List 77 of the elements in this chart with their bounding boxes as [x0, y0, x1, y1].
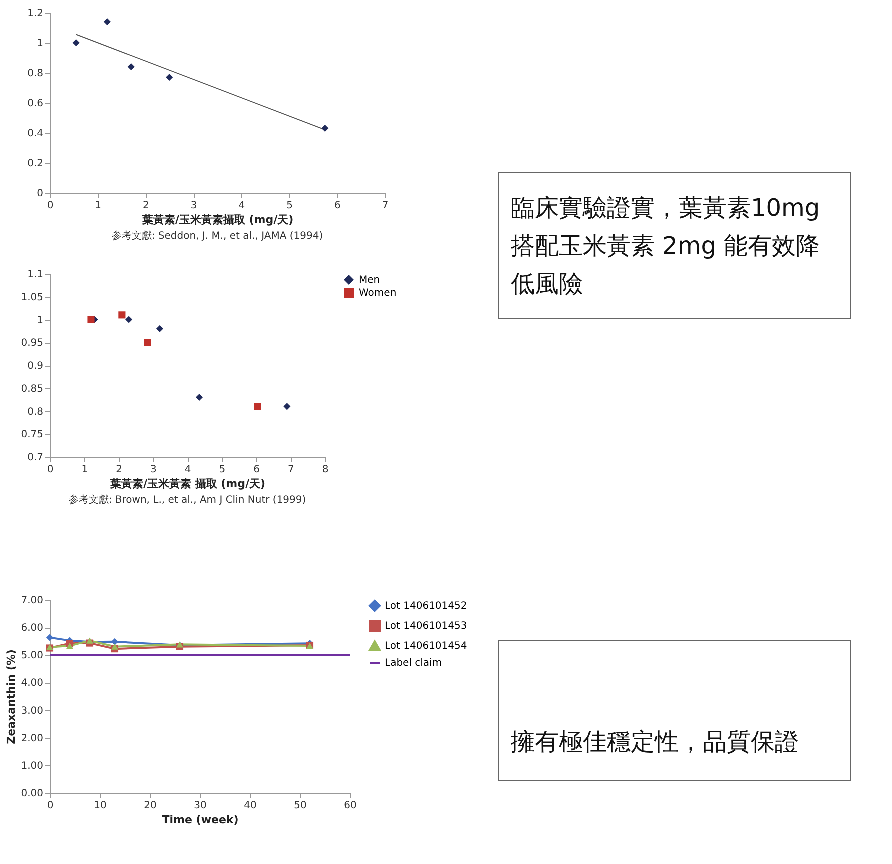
y-tick-label: 3.00 — [21, 706, 44, 717]
y-tick-label: 0.85 — [21, 384, 44, 395]
x-tick-label: 60 — [344, 800, 357, 812]
legend-label: Label claim — [385, 658, 442, 669]
x-tick-label: 6 — [334, 200, 341, 212]
point — [128, 63, 135, 71]
x-tick-label: 2 — [116, 464, 122, 476]
y-tick-label: 0.8 — [28, 68, 44, 80]
legend-label: Men — [359, 275, 380, 286]
text: 擁有極佳穩定性，品質保證 — [511, 728, 799, 756]
y-tick-label: 1.2 — [28, 8, 44, 20]
x-tick-label: 0 — [47, 800, 54, 812]
text: 臨床實驗證實，葉黃素10mg — [511, 194, 820, 222]
point — [284, 403, 291, 410]
x-tick-label: 0 — [47, 200, 54, 212]
point — [166, 74, 174, 82]
x-tick-label: 20 — [144, 800, 157, 812]
y-tick-label: 1.00 — [21, 760, 44, 772]
x-tick-label: 30 — [194, 800, 207, 812]
legend-label: Lot 1406101452 — [385, 601, 468, 612]
point — [196, 394, 204, 402]
text: 搭配玉米黃素 2mg 能有效降 — [511, 232, 820, 260]
x-axis-title: 葉黃素/玉米黃素 攝取 (mg/天) — [109, 478, 266, 490]
y-tick-label: 7.00 — [21, 596, 44, 606]
x-tick-label: 10 — [94, 800, 107, 812]
y-tick-label: 0.4 — [28, 128, 44, 140]
y-tick-label: 1 — [37, 315, 44, 326]
y-tick-label: 1 — [37, 38, 44, 50]
y-tick-label: 4.00 — [21, 678, 44, 690]
y-tick-label: 0.7 — [28, 452, 44, 464]
y-tick-label: 0.9 — [28, 361, 44, 372]
point — [72, 39, 80, 47]
text: 低風險 — [511, 270, 583, 298]
x-tick-label: 0 — [47, 464, 54, 476]
legend-label: Women — [359, 288, 397, 299]
x-tick-label: 3 — [150, 464, 157, 476]
y-tick-label: 0.6 — [28, 98, 44, 110]
text: 参考文獻: Brown, L., et al., Am J Clin Nutr (1999) — [68, 494, 306, 506]
y-tick-label: 0.95 — [21, 338, 44, 350]
y-tick-label: 0 — [37, 188, 44, 200]
y-tick-label: 5.00 — [21, 650, 44, 662]
x-axis-title: 葉黃素/玉米黃素攝取 (mg/天) — [141, 214, 294, 226]
point — [104, 18, 111, 26]
x-tick-label: 7 — [288, 464, 294, 476]
x-tick-label: 7 — [382, 200, 389, 212]
x-tick-label: 8 — [322, 464, 329, 476]
legend-label: Lot 1406101454 — [385, 641, 468, 652]
x-tick-label: 4 — [238, 200, 246, 212]
y-tick-label: 0.2 — [28, 158, 44, 170]
x-tick-label: 50 — [294, 800, 307, 812]
point — [126, 316, 133, 324]
x-tick-label: 5 — [219, 464, 226, 476]
point — [322, 124, 329, 132]
y-tick-label: 0.00 — [21, 788, 44, 800]
x-tick-label: 1 — [82, 464, 88, 476]
y-tick-label: 0.8 — [28, 406, 44, 418]
x-axis-title: Time (week) — [162, 814, 239, 826]
y-tick-label: 2.00 — [21, 733, 44, 744]
y-axis-title: Zeaxanthin (%) — [5, 650, 18, 744]
text: 参考文獻: Seddon, J. M., et al., JAMA (1994) — [112, 230, 324, 242]
x-tick-label: 3 — [190, 200, 198, 212]
x-tick-label: 5 — [286, 200, 293, 212]
y-tick-label: 0.75 — [21, 430, 44, 441]
x-tick-label: 4 — [184, 464, 192, 476]
point — [118, 312, 126, 319]
point — [88, 316, 95, 324]
x-tick-label: 2 — [143, 200, 150, 212]
x-tick-label: 40 — [244, 800, 257, 812]
y-tick-label: 6.00 — [21, 623, 44, 634]
point — [156, 325, 164, 332]
y-tick-label: 1.1 — [28, 270, 44, 280]
x-tick-label: 1 — [95, 200, 102, 212]
point — [254, 403, 262, 410]
y-tick-label: 1.05 — [21, 292, 44, 304]
point — [144, 339, 152, 346]
x-tick-label: 6 — [254, 464, 260, 476]
legend-label: Lot 1406101453 — [385, 621, 468, 632]
